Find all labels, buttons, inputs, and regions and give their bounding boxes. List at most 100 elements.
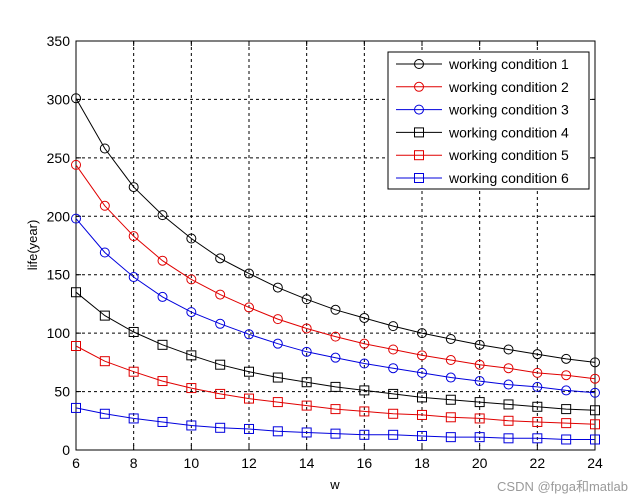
series-line bbox=[75, 98, 596, 363]
data-point bbox=[359, 338, 370, 349]
x-tick-label: 20 bbox=[472, 455, 488, 471]
series-4 bbox=[71, 287, 600, 416]
data-point bbox=[474, 432, 485, 443]
data-point bbox=[359, 312, 370, 323]
data-point bbox=[244, 302, 254, 313]
x-tick-label: 16 bbox=[357, 455, 373, 471]
data-point bbox=[128, 366, 139, 377]
data-point bbox=[272, 397, 283, 408]
data-point bbox=[301, 427, 312, 438]
x-tick-label: 24 bbox=[587, 455, 603, 471]
legend-marker bbox=[414, 59, 424, 69]
data-point bbox=[445, 355, 456, 366]
data-point bbox=[445, 412, 456, 423]
y-axis-label: life(year) bbox=[25, 220, 40, 271]
data-point bbox=[244, 423, 254, 434]
data-point bbox=[128, 231, 139, 242]
data-point bbox=[532, 401, 543, 412]
data-point bbox=[244, 329, 254, 340]
data-point bbox=[561, 404, 572, 415]
data-point bbox=[417, 328, 427, 339]
y-tick-label: 150 bbox=[47, 267, 71, 283]
data-point bbox=[503, 379, 514, 390]
data-point bbox=[301, 294, 312, 305]
series-2 bbox=[71, 159, 600, 384]
data-point bbox=[301, 400, 312, 411]
data-point bbox=[330, 381, 341, 392]
data-point bbox=[99, 356, 110, 367]
data-point bbox=[503, 399, 514, 410]
data-point bbox=[532, 433, 543, 444]
data-point bbox=[71, 213, 81, 224]
data-point bbox=[590, 373, 600, 384]
legend-item: working condition 4 bbox=[396, 124, 569, 140]
series-layer bbox=[71, 93, 600, 445]
data-point bbox=[474, 397, 485, 408]
data-point bbox=[532, 416, 543, 427]
data-point bbox=[359, 406, 370, 417]
legend-marker bbox=[414, 173, 424, 183]
data-point bbox=[417, 367, 427, 378]
x-tick-label: 22 bbox=[530, 455, 546, 471]
data-point bbox=[590, 419, 600, 430]
data-point bbox=[128, 326, 139, 337]
data-point bbox=[532, 349, 543, 360]
x-tick-label: 6 bbox=[72, 455, 80, 471]
data-point bbox=[417, 350, 427, 361]
legend-label: working condition 6 bbox=[448, 170, 569, 186]
data-point bbox=[417, 409, 427, 420]
data-point bbox=[532, 381, 543, 392]
data-point bbox=[157, 376, 168, 387]
data-point bbox=[157, 339, 168, 350]
data-point bbox=[445, 394, 456, 405]
data-point bbox=[301, 323, 312, 334]
data-point bbox=[590, 387, 600, 398]
data-point bbox=[330, 304, 341, 315]
data-point bbox=[474, 339, 485, 350]
data-point bbox=[359, 385, 370, 396]
data-point bbox=[330, 404, 341, 415]
x-tick-label: 18 bbox=[414, 455, 430, 471]
data-point bbox=[417, 392, 427, 403]
data-point bbox=[272, 372, 283, 383]
watermark-text: CSDN @fpga和matlab bbox=[497, 479, 628, 494]
data-point bbox=[186, 383, 197, 394]
data-point bbox=[244, 393, 254, 404]
data-point bbox=[215, 422, 226, 433]
y-tick-label: 350 bbox=[47, 33, 71, 49]
series-line bbox=[75, 345, 596, 425]
data-point bbox=[388, 408, 399, 419]
data-point bbox=[388, 429, 399, 440]
data-point bbox=[561, 370, 572, 381]
series-line bbox=[75, 164, 596, 380]
data-point bbox=[186, 307, 197, 318]
data-point bbox=[445, 333, 456, 344]
data-point bbox=[330, 331, 341, 342]
data-point bbox=[272, 426, 283, 437]
data-point bbox=[71, 340, 81, 351]
legend-label: working condition 4 bbox=[448, 124, 569, 140]
data-point bbox=[503, 344, 514, 355]
data-point bbox=[215, 253, 226, 264]
data-point bbox=[244, 268, 254, 279]
legend-item: working condition 6 bbox=[396, 170, 569, 186]
data-point bbox=[99, 200, 110, 211]
data-point bbox=[474, 359, 485, 370]
legend-box bbox=[387, 51, 590, 190]
data-point bbox=[215, 359, 226, 370]
data-point bbox=[244, 366, 254, 377]
data-point bbox=[301, 346, 312, 357]
y-tick-label: 50 bbox=[54, 384, 70, 400]
legend-item: working condition 3 bbox=[396, 102, 569, 118]
y-tick-label: 300 bbox=[47, 91, 71, 107]
legend-item: working condition 2 bbox=[396, 79, 569, 95]
series-line bbox=[75, 291, 596, 411]
data-point bbox=[99, 143, 110, 154]
data-point bbox=[301, 377, 312, 388]
y-tick-label: 100 bbox=[47, 325, 71, 341]
data-point bbox=[71, 93, 81, 104]
data-point bbox=[99, 247, 110, 258]
data-point bbox=[157, 255, 168, 266]
x-tick-label: 14 bbox=[299, 455, 315, 471]
data-point bbox=[330, 428, 341, 439]
